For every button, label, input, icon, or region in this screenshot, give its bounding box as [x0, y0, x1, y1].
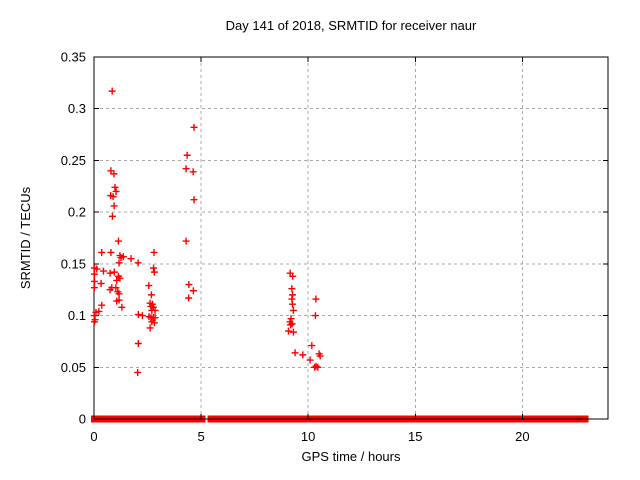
- data-point-marker: [108, 87, 116, 95]
- data-point-marker: [110, 268, 118, 276]
- data-point-marker: [287, 315, 295, 323]
- data-point-marker: [97, 280, 105, 288]
- data-point-marker: [106, 269, 114, 277]
- data-point-marker: [151, 306, 159, 314]
- data-point-marker: [189, 168, 197, 176]
- data-point-marker: [182, 237, 190, 245]
- data-point-marker: [190, 123, 198, 131]
- data-point-marker: [134, 368, 142, 376]
- data-point-marker: [185, 294, 193, 302]
- y-tick-label: 0.25: [61, 153, 86, 168]
- data-point-marker: [90, 270, 98, 278]
- data-point-marker: [189, 287, 197, 295]
- y-tick-label: 0.2: [68, 205, 86, 220]
- data-point-marker: [183, 151, 191, 159]
- data-point-marker: [134, 339, 142, 347]
- x-tick-label: 10: [301, 429, 315, 444]
- data-point-marker: [98, 301, 106, 309]
- data-point-marker: [134, 259, 142, 267]
- data-point-marker: [114, 237, 122, 245]
- data-point-marker: [90, 277, 98, 285]
- data-point-marker: [312, 362, 320, 370]
- data-point-marker: [98, 248, 106, 256]
- data-point-marker: [287, 321, 295, 329]
- data-point-marker: [308, 342, 316, 350]
- data-point-marker: [289, 306, 297, 314]
- data-point-marker: [311, 312, 319, 320]
- y-tick-label: 0: [79, 412, 86, 427]
- data-point-marker: [117, 254, 125, 262]
- data-point-marker: [146, 324, 154, 332]
- data-point-marker: [106, 286, 114, 294]
- data-point-marker: [289, 272, 297, 280]
- data-point-marker: [288, 285, 296, 293]
- data-point-marker: [150, 264, 158, 272]
- data-point-marker: [145, 282, 153, 290]
- data-point-marker: [185, 281, 193, 289]
- data-point-marker: [289, 328, 297, 336]
- data-point-marker: [316, 352, 324, 360]
- data-point-marker: [115, 259, 123, 267]
- data-point-marker: [289, 300, 297, 308]
- data-point-marker: [110, 202, 118, 210]
- data-point-marker: [110, 170, 118, 178]
- x-tick-label: 15: [408, 429, 422, 444]
- data-point-marker: [312, 295, 320, 303]
- data-point-marker: [288, 320, 296, 328]
- y-tick-label: 0.3: [68, 101, 86, 116]
- axis-ticks: [93, 56, 608, 420]
- y-tick-label: 0.1: [68, 308, 86, 323]
- data-point-marker: [90, 312, 98, 320]
- data-point-marker: [306, 356, 314, 364]
- data-point-marker: [93, 265, 101, 273]
- data-point-marker: [90, 318, 98, 326]
- plot-border-rect: [93, 56, 609, 420]
- y-tick-label: 0.35: [61, 50, 86, 65]
- data-point-marker: [108, 212, 116, 220]
- data-point-marker: [112, 187, 120, 195]
- data-point-marker: [99, 267, 107, 275]
- data-point-marker: [150, 248, 158, 256]
- y-tick-label: 0.15: [61, 256, 86, 271]
- data-point-marker: [112, 284, 120, 292]
- chart-title: Day 141 of 2018, SRMTID for receiver nau…: [225, 18, 477, 33]
- data-point-marker: [127, 255, 135, 263]
- x-tick-label: 5: [197, 429, 204, 444]
- data-point-marker: [147, 291, 155, 299]
- tick-labels: 0 5 10 15 20 0 0.05 0.1 0.15 0.2 0.25 0.3 0.35: [61, 50, 530, 445]
- grid-lines: [93, 56, 608, 420]
- data-point-marker: [138, 312, 146, 320]
- x-axis-label: GPS time / hours: [301, 449, 401, 464]
- data-point-marker: [118, 303, 126, 311]
- data-points: [90, 87, 324, 376]
- data-point-marker: [284, 327, 292, 335]
- data-point-marker: [90, 284, 98, 292]
- data-point-marker: [291, 349, 299, 357]
- x-tick-label: 0: [90, 429, 97, 444]
- y-tick-label: 0.05: [61, 360, 86, 375]
- data-point-marker: [190, 196, 198, 204]
- plot-border: [93, 56, 609, 420]
- data-point-marker: [150, 268, 158, 276]
- data-point-marker: [113, 297, 121, 305]
- data-point-marker: [182, 165, 190, 173]
- data-point-marker: [113, 276, 121, 284]
- data-point-marker: [299, 351, 307, 359]
- data-point-marker: [134, 311, 142, 319]
- data-point-marker: [150, 319, 158, 327]
- data-point-marker: [109, 193, 117, 201]
- data-point-marker: [111, 183, 119, 191]
- data-point-marker: [314, 363, 322, 371]
- data-point-marker: [107, 248, 115, 256]
- x-tick-label: 20: [515, 429, 529, 444]
- data-point-marker: [115, 290, 123, 298]
